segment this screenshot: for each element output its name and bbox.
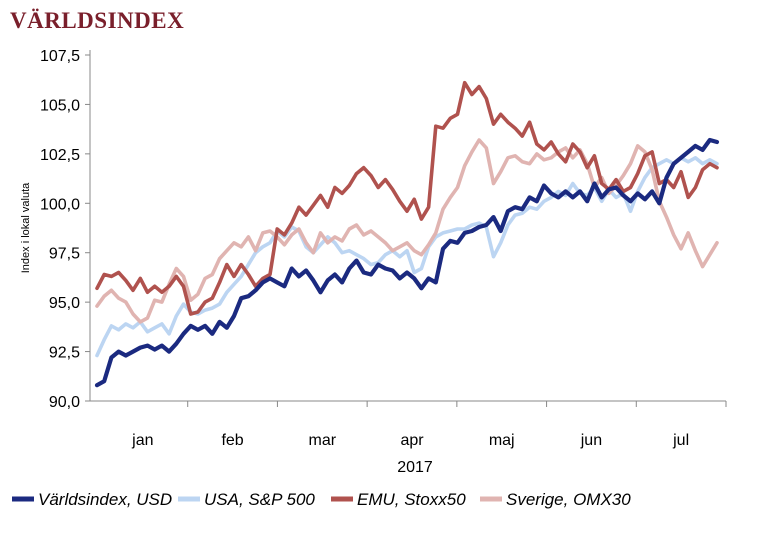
legend-label-2: EMU, Stoxx50 [357, 490, 466, 509]
x-tick-label: apr [400, 432, 424, 449]
y-tick-label: 105,0 [40, 97, 80, 114]
x-tick-label: jan [131, 432, 153, 449]
legend-label-3: Sverige, OMX30 [506, 490, 631, 509]
y-tick-label: 102,5 [40, 147, 80, 164]
series-layer [94, 80, 720, 388]
y-axis-label: Index i lokal valuta [20, 182, 32, 273]
series-line-1 [95, 156, 719, 358]
y-tick-label: 107,5 [40, 48, 80, 65]
y-tick-label: 90,0 [49, 394, 80, 411]
series-line-2 [95, 80, 719, 316]
x-tick-label: jul [672, 432, 689, 449]
axes: 90,0 92,5 95,0 97,5 100,0 102,5 105,0 107,5 jan f… [20, 48, 727, 476]
legend-label-0: Världsindex, USD [38, 490, 172, 509]
legend: Världsindex, USD USA, S&P 500 EMU, Stoxx50… [12, 490, 631, 509]
y-tick-label: 92,5 [49, 345, 80, 362]
x-tick-label: maj [489, 432, 515, 449]
y-tick-label: 95,0 [49, 295, 80, 312]
x-tick-label: mar [309, 432, 337, 449]
series-line-3 [95, 138, 719, 324]
series-line-0 [94, 137, 720, 388]
y-tick-label: 97,5 [49, 246, 80, 263]
x-tick-label: jun [580, 432, 602, 449]
y-tick-label: 100,0 [40, 196, 80, 213]
x-tick-label: feb [221, 432, 243, 449]
legend-label-1: USA, S&P 500 [204, 490, 315, 509]
chart-title: VÄRLDSINDEX [10, 8, 185, 33]
x-axis-label: 2017 [397, 459, 433, 476]
